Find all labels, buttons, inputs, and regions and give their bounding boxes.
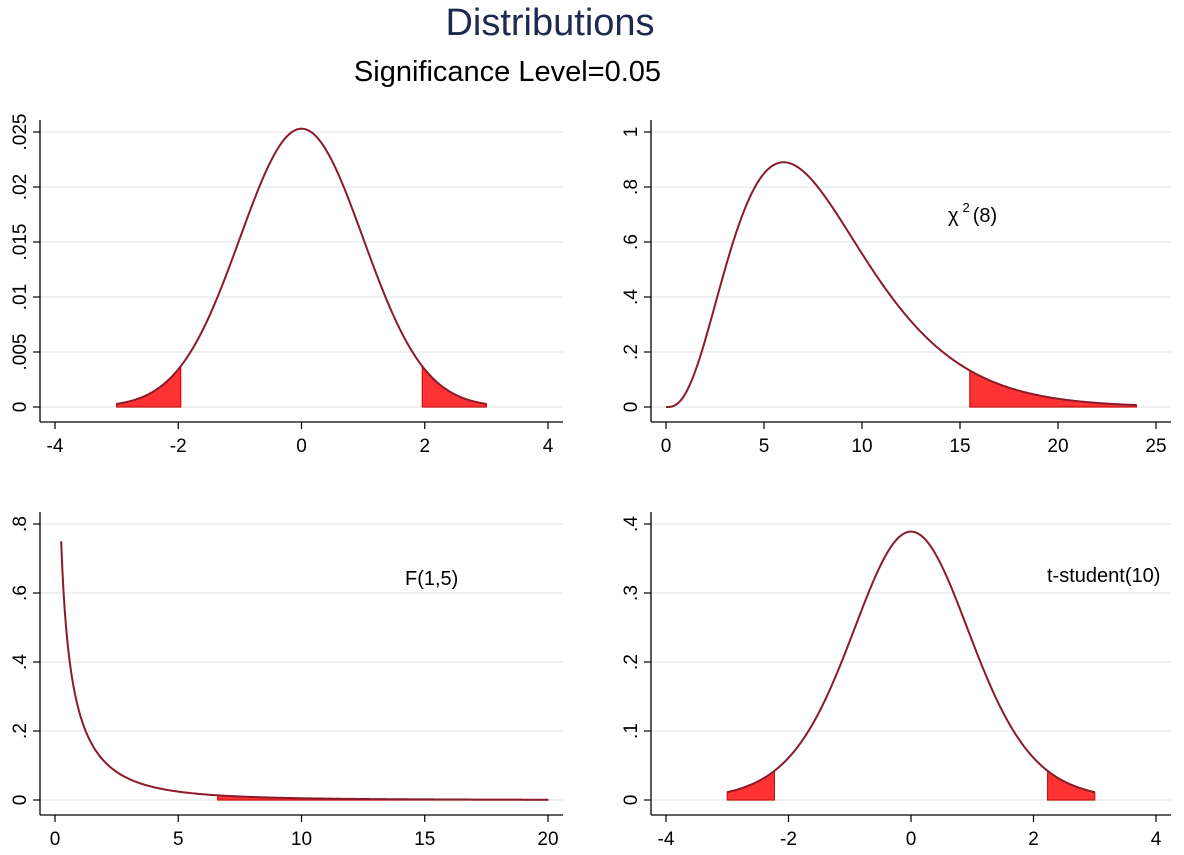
density-curve	[727, 530, 1095, 794]
x-tick-label: 10	[851, 436, 872, 457]
y-tick-label: .02	[10, 174, 31, 200]
x-tick-label: 0	[296, 436, 307, 457]
density-curve	[116, 127, 487, 405]
x-tick-label: -4	[47, 436, 64, 457]
rejection-region	[116, 364, 182, 408]
chart-subtitle: Significance Level=0.05	[353, 56, 662, 88]
y-tick-label: .2	[621, 654, 642, 670]
y-tick-label: 0	[10, 402, 31, 413]
y-tick-label: .8	[621, 179, 642, 195]
x-tick-label: 2	[419, 436, 430, 457]
y-tick-label: 0	[621, 795, 642, 806]
y-tick-label: 0	[621, 402, 642, 413]
x-tick-label: 0	[50, 829, 61, 850]
density-curve	[60, 541, 549, 801]
x-tick-label: -4	[658, 829, 675, 850]
x-tick-label: 2	[1028, 829, 1039, 850]
distribution-label: χ 2 (8)	[948, 200, 997, 227]
distribution-label: F(1,5)	[405, 568, 458, 590]
y-tick-label: .2	[10, 723, 31, 739]
density-curve	[665, 161, 1137, 408]
x-tick-label: 0	[906, 829, 917, 850]
y-tick-label: .025	[10, 114, 31, 151]
chart-title: Distributions	[445, 2, 655, 44]
x-tick-label: 10	[291, 829, 312, 850]
panel-bottom-left: 0 .2 .4 .6 .8 0 5 10 15 20 F(1,5)	[10, 512, 563, 850]
y-tick-label: .4	[10, 654, 31, 670]
x-tick-label: 15	[414, 829, 435, 850]
y-tick-label: .4	[621, 289, 642, 305]
y-tick-label: .01	[10, 284, 31, 310]
x-tick-label: -2	[780, 829, 797, 850]
panel-top-left: 0 .005 .01 .015 .02 .025 -4 -2 0 2 4	[10, 114, 563, 457]
x-tick-label: 5	[759, 436, 770, 457]
x-tick-label: 20	[537, 829, 558, 850]
y-tick-label: 0	[10, 795, 31, 806]
y-tick-label: .1	[621, 723, 642, 739]
y-tick-label: .6	[621, 234, 642, 250]
rejection-region	[969, 369, 1137, 408]
x-tick-label: 4	[1151, 829, 1162, 850]
y-tick-label: .005	[10, 334, 31, 371]
y-tick-label: .015	[10, 224, 31, 261]
y-tick-label: .2	[621, 344, 642, 360]
y-tick-label: .4	[621, 516, 642, 532]
rejection-region	[421, 364, 487, 408]
x-tick-label: 20	[1047, 436, 1068, 457]
y-tick-label: .6	[10, 585, 31, 601]
x-tick-label: 5	[173, 829, 184, 850]
x-tick-label: 4	[543, 436, 554, 457]
x-tick-label: -2	[170, 436, 187, 457]
x-tick-label: 25	[1145, 436, 1166, 457]
y-tick-label: 1	[621, 127, 642, 138]
y-tick-label: .8	[10, 516, 31, 532]
panel-top-right: 0.2.4.6.810 5 10 15 20 25χ 2 (8)	[621, 120, 1171, 457]
x-tick-label: 0	[661, 436, 672, 457]
x-tick-label: 15	[949, 436, 970, 457]
y-tick-label: .3	[621, 585, 642, 601]
panel-bottom-right: 0 .1 .2 .3 .4 -4 -2 0 2 4 t-student(10)	[621, 512, 1171, 850]
distribution-label: t-student(10)	[1047, 565, 1160, 587]
